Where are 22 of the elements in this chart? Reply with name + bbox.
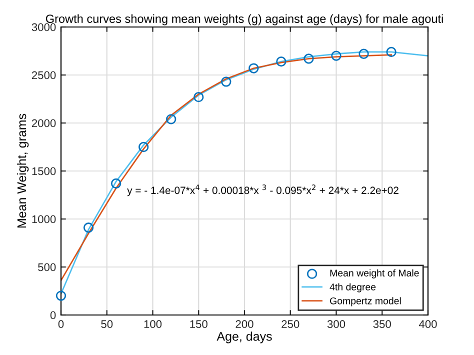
y-tick-label: 1000 [32,215,56,224]
legend-label: Mean weight of Male [330,269,419,278]
x-tick-label: 250 [282,320,300,328]
y-tick-label: 0 [50,311,56,320]
annotation: y = - 1.4e-07*x$^{4}$ + 0.00018*x $^{3}$ - 0.095*x$^{2}$ + 24*x + 2.2e+02 [127,184,398,196]
x-tick-label: 50 [101,320,113,328]
x-tick-label: 0 [58,320,64,328]
legend-label: 4th degree [330,283,376,292]
x-tick-label: 100 [144,320,162,328]
y-axis-title: Mean Weight, grams [16,114,29,228]
y-tick-label: 2000 [32,119,56,128]
y-tick-label: 1500 [32,167,56,176]
legend-label: Gompertz model [330,297,401,306]
y-tick-label: 2500 [32,71,56,80]
x-axis-title: Age, days [216,332,272,344]
x-tick-label: 400 [418,320,437,328]
y-tick-label: 3000 [32,23,56,32]
x-tick-label: 200 [236,320,254,328]
y-tick-label: 500 [38,263,56,272]
x-tick-label: 350 [373,320,391,328]
x-tick-label: 150 [190,320,208,328]
x-tick-label: 300 [327,320,346,328]
